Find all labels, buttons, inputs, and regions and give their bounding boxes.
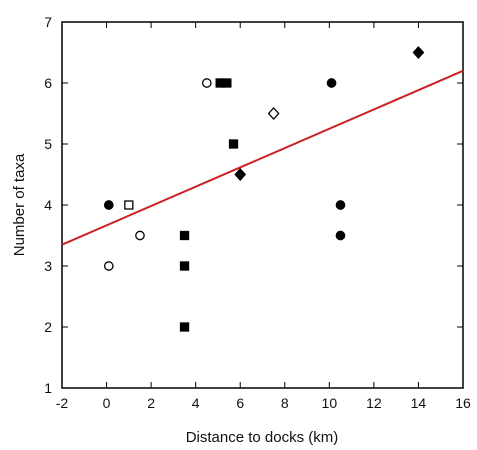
y-tick-label: 5 [44, 136, 52, 152]
x-tick-label: 14 [411, 395, 427, 411]
fit-line-layer [61, 69, 464, 246]
data-point [179, 230, 190, 241]
x-tick-label: 2 [147, 395, 155, 411]
data-point [222, 78, 232, 88]
x-tick-label: -2 [56, 395, 69, 411]
x-tick-label: 10 [322, 395, 338, 411]
y-tick-label: 7 [44, 14, 52, 30]
x-tick-label: 0 [103, 395, 111, 411]
data-point [267, 107, 280, 120]
x-axis-ticks: -2 0 2 4 6 8 10 12 14 16 [56, 22, 471, 411]
data-point [103, 261, 114, 271]
y-axis-label: Number of taxa [11, 153, 28, 256]
y-tick-label: 2 [44, 319, 52, 335]
x-tick-label: 6 [236, 395, 244, 411]
y-tick-label: 3 [44, 258, 52, 274]
y-tick-label: 6 [44, 75, 52, 91]
plot-area [61, 21, 464, 389]
data-points [103, 46, 425, 332]
data-point [135, 230, 145, 241]
data-point [124, 200, 134, 210]
data-point [234, 168, 247, 181]
data-point [326, 78, 337, 88]
data-point [103, 200, 114, 210]
data-point [179, 261, 190, 271]
x-tick-label: 16 [455, 395, 471, 411]
data-point [179, 322, 190, 332]
data-point [201, 78, 212, 88]
y-axis-ticks: 1 2 3 4 5 6 7 [44, 14, 463, 396]
y-tick-label: 1 [44, 380, 52, 396]
fit-line [61, 69, 464, 246]
x-tick-label: 4 [192, 395, 200, 411]
data-point [335, 230, 346, 241]
y-tick-label: 4 [44, 197, 52, 213]
x-axis-label: Distance to docks (km) [186, 429, 339, 446]
x-tick-label: 12 [366, 395, 382, 411]
data-point [412, 46, 425, 59]
data-point [335, 200, 346, 210]
x-tick-label: 8 [281, 395, 289, 411]
data-point [228, 139, 239, 149]
